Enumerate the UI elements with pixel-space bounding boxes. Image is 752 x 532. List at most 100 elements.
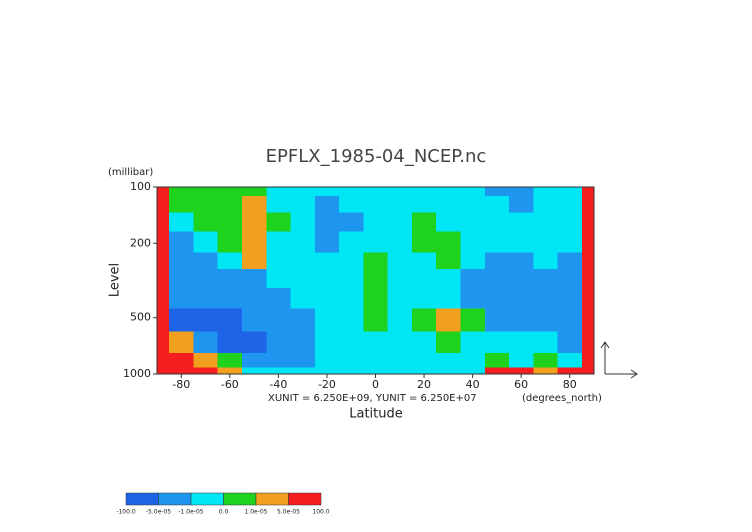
contour-cell xyxy=(581,187,594,197)
contour-cell xyxy=(217,367,242,374)
contour-cell xyxy=(157,187,170,197)
contour-cell xyxy=(533,308,558,332)
contour-cell xyxy=(387,187,412,197)
contour-cell xyxy=(484,212,510,232)
contour-cell xyxy=(460,187,485,197)
contour-cell xyxy=(509,308,534,332)
contour-cell xyxy=(157,352,170,368)
contour-cell xyxy=(411,367,437,374)
x-tick-label: -60 xyxy=(221,378,239,391)
contour-cell xyxy=(314,331,340,353)
contour-cell xyxy=(169,287,194,309)
contour-cell xyxy=(484,252,510,269)
contour-cell xyxy=(290,196,315,213)
contour-cell xyxy=(436,331,461,353)
contour-cell xyxy=(411,187,437,197)
contour-field xyxy=(157,187,594,374)
contour-cell xyxy=(157,268,170,288)
contour-cell xyxy=(241,367,267,374)
contour-cell xyxy=(314,212,340,232)
y-tick-label: 200 xyxy=(130,236,151,249)
contour-cell xyxy=(581,331,594,353)
contour-cell xyxy=(193,196,218,213)
contour-cell xyxy=(241,308,267,332)
contour-cell xyxy=(557,268,582,288)
annotation: XUNIT = 6.250E+09, YUNIT = 6.250E+07 xyxy=(268,393,477,404)
contour-cell xyxy=(193,212,218,232)
contour-cell xyxy=(460,268,485,288)
y-tick-label: 100 xyxy=(130,180,151,193)
contour-cell xyxy=(533,231,558,253)
contour-cell xyxy=(484,308,510,332)
contour-cell xyxy=(339,252,364,269)
contour-cell xyxy=(157,308,170,332)
contour-cell xyxy=(363,196,388,213)
contour-cell xyxy=(266,252,291,269)
contour-cell xyxy=(533,367,558,374)
contour-cell xyxy=(290,308,315,332)
contour-cell xyxy=(193,187,218,197)
contour-cell xyxy=(193,367,218,374)
contour-cell xyxy=(193,308,218,332)
contour-cell xyxy=(157,287,170,309)
x-axis-label: Latitude xyxy=(349,407,403,422)
contour-cell xyxy=(363,252,388,269)
colorbar-label: -100.0 xyxy=(116,509,136,516)
contour-cell xyxy=(241,231,267,253)
x-unit: (degrees_north) xyxy=(522,393,602,404)
colorbar-label: 5.0e-05 xyxy=(277,509,300,516)
contour-cell xyxy=(241,268,267,288)
y-unit: (millibar) xyxy=(108,167,153,178)
colorbar-label: -1.0e-05 xyxy=(178,509,203,516)
contour-cell xyxy=(533,252,558,269)
contour-cell xyxy=(266,187,291,197)
contour-cell xyxy=(241,212,267,232)
contour-cell xyxy=(266,231,291,253)
x-tick-label: 40 xyxy=(466,378,480,391)
y-axis-label: Level xyxy=(108,263,123,297)
contour-cell xyxy=(436,352,461,368)
contour-cell xyxy=(363,268,388,288)
contour-cell xyxy=(339,308,364,332)
contour-cell xyxy=(363,187,388,197)
contour-cell xyxy=(484,287,510,309)
contour-cell xyxy=(411,212,437,232)
colorbar-box xyxy=(288,492,322,506)
contour-cell xyxy=(436,308,461,332)
contour-cell xyxy=(157,252,170,269)
contour-cell xyxy=(217,308,242,332)
contour-cell xyxy=(339,196,364,213)
contour-cell xyxy=(436,367,461,374)
colorbar-box xyxy=(158,492,192,506)
contour-cell xyxy=(157,231,170,253)
contour-cell xyxy=(339,352,364,368)
contour-cell xyxy=(169,187,194,197)
contour-cell xyxy=(509,187,534,197)
contour-cell xyxy=(557,287,582,309)
contour-cell xyxy=(314,367,340,374)
colorbar-label: 0.0 xyxy=(219,509,229,516)
contour-cell xyxy=(411,308,437,332)
contour-cell xyxy=(509,331,534,353)
contour-cell xyxy=(557,308,582,332)
contour-cell xyxy=(484,196,510,213)
contour-cell xyxy=(314,308,340,332)
contour-cell xyxy=(460,287,485,309)
contour-cell xyxy=(217,331,242,353)
contour-cell xyxy=(169,212,194,232)
contour-cell xyxy=(157,331,170,353)
contour-cell xyxy=(339,268,364,288)
contour-cell xyxy=(411,268,437,288)
contour-cell xyxy=(581,231,594,253)
contour-cell xyxy=(290,187,315,197)
contour-cell xyxy=(509,287,534,309)
contour-cell xyxy=(387,212,412,232)
contour-cell xyxy=(509,268,534,288)
contour-cell xyxy=(217,231,242,253)
contour-cell xyxy=(290,352,315,368)
contour-cell xyxy=(436,231,461,253)
contour-cell xyxy=(509,196,534,213)
contour-cell xyxy=(363,212,388,232)
contour-cell xyxy=(533,187,558,197)
contour-cell xyxy=(411,287,437,309)
